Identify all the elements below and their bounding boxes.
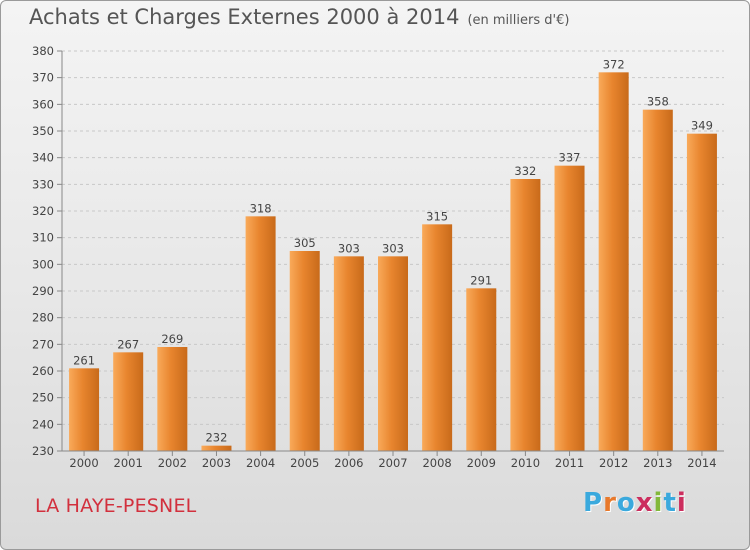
y-tick-label: 290 [32,284,54,298]
y-tick-label: 280 [32,311,54,325]
proxiti-logo[interactable]: Proxiti [583,488,687,518]
bar-2014 [686,133,717,451]
data-label-2013: 358 [647,95,669,109]
y-tick-label: 300 [32,257,54,271]
data-label-2008: 315 [426,209,448,223]
data-labels: 261 267 269 232 318 305 303 303 315 291 332 337 372 3… [73,57,713,444]
data-label-2004: 318 [250,201,272,215]
data-label-2007: 303 [382,241,404,255]
bar-2004 [245,216,276,451]
bar-2005 [289,251,320,451]
y-tick-label: 340 [32,151,54,165]
bar-2011 [554,165,585,451]
x-tick-label-2001: 2001 [114,456,143,470]
x-tick-label-2008: 2008 [422,456,451,470]
logo-letter: i [653,488,664,518]
data-label-2006: 303 [338,241,360,255]
bar-2006 [333,256,364,451]
y-tick-label: 320 [32,204,54,218]
logo-letter: r [603,488,617,518]
y-tick-label: 230 [32,444,54,458]
logo-letter: o [616,488,636,518]
x-tick-label-2002: 2002 [158,456,187,470]
y-tick-label: 250 [32,391,54,405]
data-label-2000: 261 [73,353,95,367]
logo-letter: i [676,488,687,518]
x-axis-ticks: 2000 2001 2002 2003 2004 2005 2006 2007 2008 2009… [69,451,717,470]
x-tick-label-2013: 2013 [643,456,672,470]
bar-2003 [201,445,232,451]
x-tick-label-2014: 2014 [687,456,716,470]
x-tick-label-2003: 2003 [202,456,231,470]
y-tick-label: 310 [32,231,54,245]
x-tick-label-2007: 2007 [378,456,407,470]
data-label-2005: 305 [294,236,316,250]
bar-2010 [510,179,541,451]
y-tick-label: 240 [32,417,54,431]
data-label-2003: 232 [205,431,227,445]
y-tick-label: 360 [32,97,54,111]
y-axis-ticks: 230 240 250 260 270 280 290 300 310 320 330 340 350 3… [32,44,62,458]
chart-title-block: Achats et Charges Externes 2000 à 2014 (e… [29,5,569,29]
y-tick-label: 270 [32,337,54,351]
x-tick-label-2011: 2011 [555,456,584,470]
y-tick-label: 350 [32,124,54,138]
y-tick-label: 330 [32,177,54,191]
y-tick-label: 370 [32,71,54,85]
data-label-2014: 349 [691,119,713,133]
y-tick-label: 380 [32,44,54,58]
x-tick-label-2005: 2005 [290,456,319,470]
bar-2001 [113,352,144,451]
chart-unit-label: (en milliers d'€) [467,13,570,28]
chart-title: Achats et Charges Externes 2000 à 2014 [29,5,460,29]
x-tick-label-2006: 2006 [334,456,363,470]
bar-2000 [69,368,100,451]
logo-letter: t [663,488,677,518]
data-label-2010: 332 [514,164,536,178]
x-tick-label-2000: 2000 [69,456,98,470]
x-tick-label-2004: 2004 [246,456,275,470]
bar-2012 [598,72,629,451]
data-label-2002: 269 [161,332,183,346]
bar-2002 [157,347,188,451]
bar-2013 [642,109,673,452]
commune-name: LA HAYE-PESNEL [35,495,197,517]
bar-2007 [378,256,408,451]
data-label-2012: 372 [603,57,625,71]
data-label-2009: 291 [470,273,492,287]
data-label-2001: 267 [117,337,139,351]
logo-letter: x [635,488,654,518]
logo-letter: P [583,488,604,518]
data-label-2011: 337 [559,151,581,165]
x-tick-label-2012: 2012 [599,456,628,470]
y-tick-label: 260 [32,364,54,378]
bar-series [69,72,717,452]
bar-2008 [422,224,453,451]
x-tick-label-2009: 2009 [467,456,496,470]
x-tick-label-2010: 2010 [511,456,540,470]
bar-2009 [466,288,497,451]
